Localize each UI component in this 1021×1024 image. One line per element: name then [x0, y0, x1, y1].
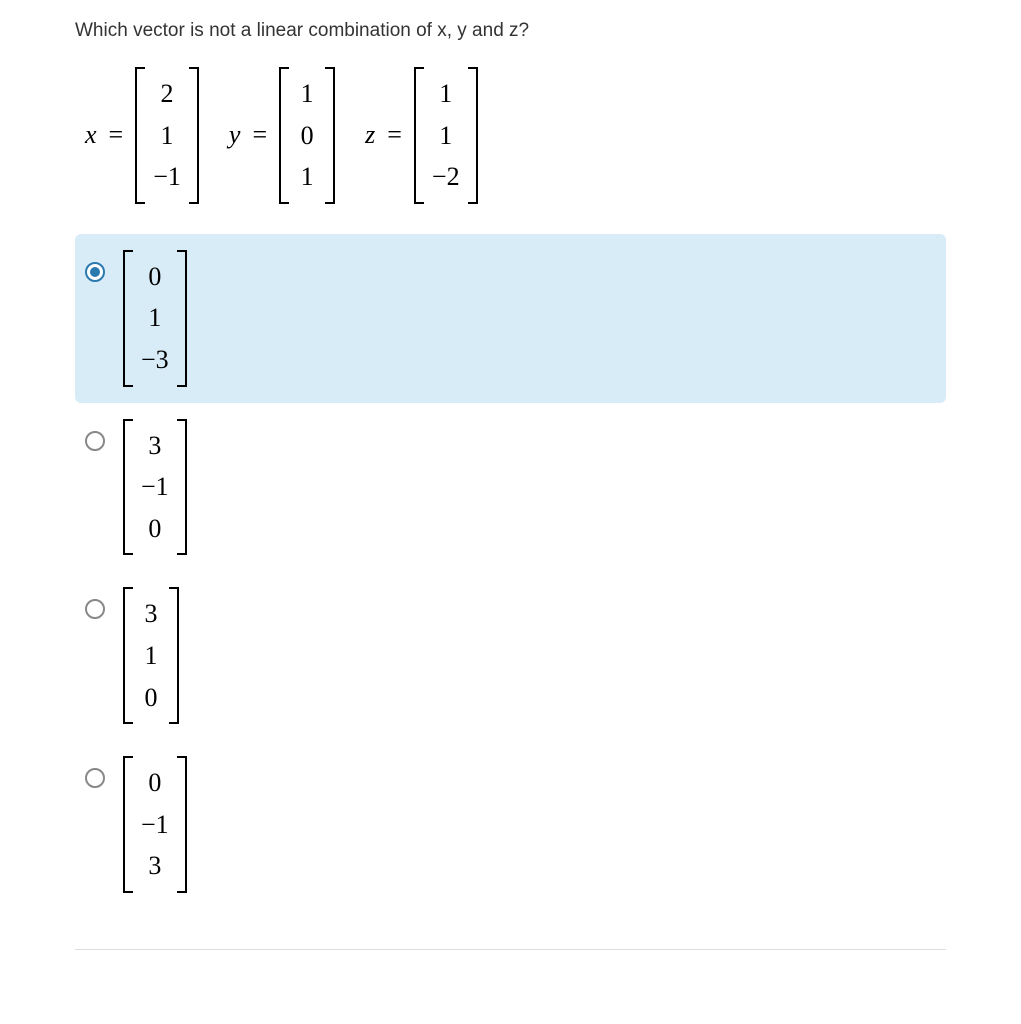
- option-1[interactable]: 0 1 −3: [75, 234, 946, 403]
- option-1-matrix: 0 1 −3: [123, 250, 187, 387]
- option-4-matrix: 0 −1 3: [123, 756, 187, 893]
- matrix-cell: 0: [297, 115, 317, 157]
- matrix-cell: 1: [141, 635, 161, 677]
- matrix-cell: 0: [145, 256, 165, 298]
- vector-z-matrix: 1 1 −2: [414, 67, 478, 204]
- matrix-cell: −1: [153, 156, 181, 198]
- matrix-cell: 1: [436, 73, 456, 115]
- matrix-cell: 0: [145, 762, 165, 804]
- matrix-cell: 1: [297, 73, 317, 115]
- option-3-matrix: 3 1 0: [123, 587, 179, 724]
- given-vectors-row: x = 2 1 −1 y = 1 0 1: [85, 67, 946, 204]
- equals-sign: =: [109, 120, 124, 150]
- matrix-cell: −2: [432, 156, 460, 198]
- vector-y-def: y = 1 0 1: [229, 67, 335, 204]
- radio-button[interactable]: [85, 431, 105, 451]
- matrix-cell: −1: [141, 804, 169, 846]
- matrix-cell: 3: [145, 425, 165, 467]
- equals-sign: =: [387, 120, 402, 150]
- matrix-cell: 3: [145, 845, 165, 887]
- matrix-cell: 1: [436, 115, 456, 157]
- vector-x-matrix: 2 1 −1: [135, 67, 199, 204]
- divider: [75, 949, 946, 950]
- option-3[interactable]: 3 1 0: [75, 571, 946, 740]
- option-4[interactable]: 0 −1 3: [75, 740, 946, 909]
- vector-y-matrix: 1 0 1: [279, 67, 335, 204]
- matrix-cell: 1: [297, 156, 317, 198]
- radio-button[interactable]: [85, 768, 105, 788]
- matrix-cell: 3: [141, 593, 161, 635]
- radio-button[interactable]: [85, 599, 105, 619]
- matrix-cell: 0: [141, 677, 161, 719]
- question-container: Which vector is not a linear combination…: [0, 0, 1021, 990]
- matrix-cell: −3: [141, 339, 169, 381]
- answer-options: 0 1 −3 3 −1 0: [75, 234, 946, 909]
- vector-z-def: z = 1 1 −2: [365, 67, 477, 204]
- matrix-cell: 1: [157, 115, 177, 157]
- matrix-cell: 2: [157, 73, 177, 115]
- matrix-cell: 1: [145, 297, 165, 339]
- vector-z-label: z: [365, 120, 375, 150]
- matrix-cell: 0: [145, 508, 165, 550]
- vector-x-def: x = 2 1 −1: [85, 67, 199, 204]
- question-prompt: Which vector is not a linear combination…: [75, 20, 946, 42]
- equals-sign: =: [252, 120, 267, 150]
- option-2-matrix: 3 −1 0: [123, 419, 187, 556]
- matrix-cell: −1: [141, 466, 169, 508]
- radio-button[interactable]: [85, 262, 105, 282]
- vector-y-label: y: [229, 120, 241, 150]
- option-2[interactable]: 3 −1 0: [75, 403, 946, 572]
- vector-x-label: x: [85, 120, 97, 150]
